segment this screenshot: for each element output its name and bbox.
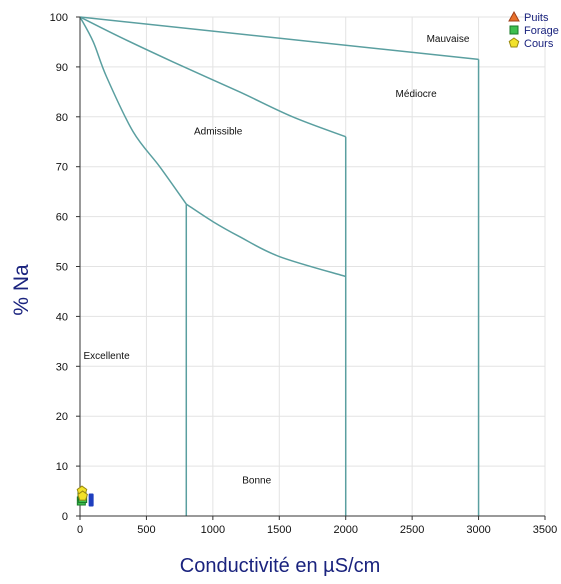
legend-label: Forage xyxy=(524,25,559,37)
x-tick-label: 1500 xyxy=(267,524,291,536)
y-tick-label: 40 xyxy=(56,311,68,323)
y-tick-label: 80 xyxy=(56,112,68,124)
y-tick-label: 10 xyxy=(56,461,68,473)
legend-marker xyxy=(508,37,520,48)
zone-label: Excellente xyxy=(84,351,131,362)
zone-label: Admissible xyxy=(194,126,243,137)
y-tick-label: 30 xyxy=(56,361,68,373)
data-point xyxy=(77,490,88,501)
boundary-line xyxy=(79,16,479,61)
x-tick-label: 2000 xyxy=(333,524,357,536)
y-tick-label: 100 xyxy=(50,12,68,24)
boundary-line xyxy=(79,16,187,205)
x-tick-label: 1000 xyxy=(201,524,225,536)
legend-marker xyxy=(508,10,520,22)
x-axis-title: Conductivité en µS/cm xyxy=(180,555,381,577)
boundary-line xyxy=(79,16,346,138)
legend-label: Cours xyxy=(524,38,554,50)
y-tick-label: 70 xyxy=(56,162,68,174)
y-tick-label: 20 xyxy=(56,411,68,423)
x-tick-label: 0 xyxy=(77,524,83,536)
y-tick-label: 50 xyxy=(56,262,68,274)
data-points xyxy=(76,485,94,507)
zone-label: Médiocre xyxy=(396,89,438,100)
axes xyxy=(76,16,546,520)
x-tick-label: 3000 xyxy=(466,524,490,536)
y-tick-label: 60 xyxy=(56,212,68,224)
y-tick-label: 0 xyxy=(62,511,68,523)
x-tick-label: 2500 xyxy=(400,524,424,536)
zone-label: Mauvaise xyxy=(427,34,470,45)
legend-marker xyxy=(509,25,519,35)
boundary-line xyxy=(185,203,346,278)
x-tick-label: 500 xyxy=(137,524,155,536)
x-tick-label: 3500 xyxy=(533,524,557,536)
legend-label: Puits xyxy=(524,12,549,24)
y-tick-label: 90 xyxy=(56,62,68,74)
zone-label: Bonne xyxy=(242,476,271,487)
data-point xyxy=(88,493,94,507)
zone-labels: Mauvaise Médiocre Admissible Excellente Bonn… xyxy=(84,34,470,487)
y-axis-title: % Na xyxy=(10,264,33,316)
boundary-lines xyxy=(79,16,480,516)
tick-labels: 0 500 1000 1500 2000 2500 3000 3500 0 10 20 30 40 50 6… xyxy=(50,12,558,536)
